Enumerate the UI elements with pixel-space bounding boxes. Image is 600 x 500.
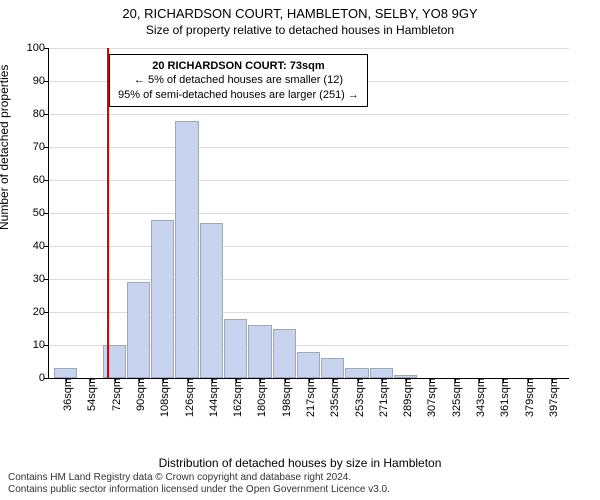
xtick-label: 162sqm	[228, 378, 244, 417]
ytick-label: 40	[33, 240, 49, 252]
footer-line-1: Contains HM Land Registry data © Crown c…	[8, 472, 390, 484]
bar	[297, 352, 320, 378]
xtick-label: 36sqm	[58, 378, 74, 411]
ytick-label: 80	[33, 108, 49, 120]
ytick-label: 10	[33, 339, 49, 351]
bar	[151, 220, 174, 378]
gridline	[49, 48, 569, 49]
gridline	[49, 213, 569, 214]
ytick-label: 90	[33, 75, 49, 87]
gridline	[49, 279, 569, 280]
xtick-label: 397sqm	[544, 378, 560, 417]
bar	[370, 368, 393, 378]
xtick-label: 289sqm	[398, 378, 414, 417]
xtick-label: 307sqm	[422, 378, 438, 417]
page-subtitle: Size of property relative to detached ho…	[0, 23, 600, 37]
xtick-label: 325sqm	[447, 378, 463, 417]
xtick-label: 180sqm	[252, 378, 268, 417]
ytick-label: 0	[39, 372, 49, 384]
xtick-label: 198sqm	[277, 378, 293, 417]
xtick-label: 126sqm	[180, 378, 196, 417]
ytick-label: 60	[33, 174, 49, 186]
bar	[273, 329, 296, 379]
xtick-label: 361sqm	[495, 378, 511, 417]
footer: Contains HM Land Registry data © Crown c…	[8, 472, 390, 496]
xtick-label: 144sqm	[204, 378, 220, 417]
xtick-label: 235sqm	[325, 378, 341, 417]
ytick-label: 100	[27, 42, 49, 54]
bar	[54, 368, 77, 378]
gridline	[49, 114, 569, 115]
info-line-2: ← 5% of detached houses are smaller (12)	[118, 73, 359, 87]
x-axis-label: Distribution of detached houses by size …	[0, 456, 600, 470]
bar	[248, 325, 271, 378]
bar	[345, 368, 368, 378]
ytick-label: 30	[33, 273, 49, 285]
ytick-label: 70	[33, 141, 49, 153]
bar	[127, 282, 150, 378]
xtick-label: 271sqm	[374, 378, 390, 417]
xtick-label: 108sqm	[155, 378, 171, 417]
page-title: 20, RICHARDSON COURT, HAMBLETON, SELBY, …	[0, 0, 600, 21]
footer-line-2: Contains public sector information licen…	[8, 484, 390, 496]
gridline	[49, 246, 569, 247]
xtick-label: 253sqm	[350, 378, 366, 417]
xtick-label: 72sqm	[107, 378, 123, 411]
xtick-label: 217sqm	[301, 378, 317, 417]
bar	[200, 223, 223, 378]
ytick-label: 50	[33, 207, 49, 219]
bar	[175, 121, 198, 378]
info-line-3: 95% of semi-detached houses are larger (…	[118, 88, 359, 102]
ytick-label: 20	[33, 306, 49, 318]
bar	[321, 358, 344, 378]
chart-area: 010203040506070809010036sqm54sqm72sqm90s…	[48, 48, 568, 428]
xtick-label: 54sqm	[82, 378, 98, 411]
gridline	[49, 147, 569, 148]
bar	[224, 319, 247, 378]
info-line-1: 20 RICHARDSON COURT: 73sqm	[118, 59, 359, 73]
gridline	[49, 180, 569, 181]
xtick-label: 90sqm	[131, 378, 147, 411]
y-axis-label: Number of detached properties	[0, 65, 11, 230]
xtick-label: 379sqm	[520, 378, 536, 417]
info-box: 20 RICHARDSON COURT: 73sqm ← 5% of detac…	[109, 54, 368, 107]
xtick-label: 343sqm	[471, 378, 487, 417]
